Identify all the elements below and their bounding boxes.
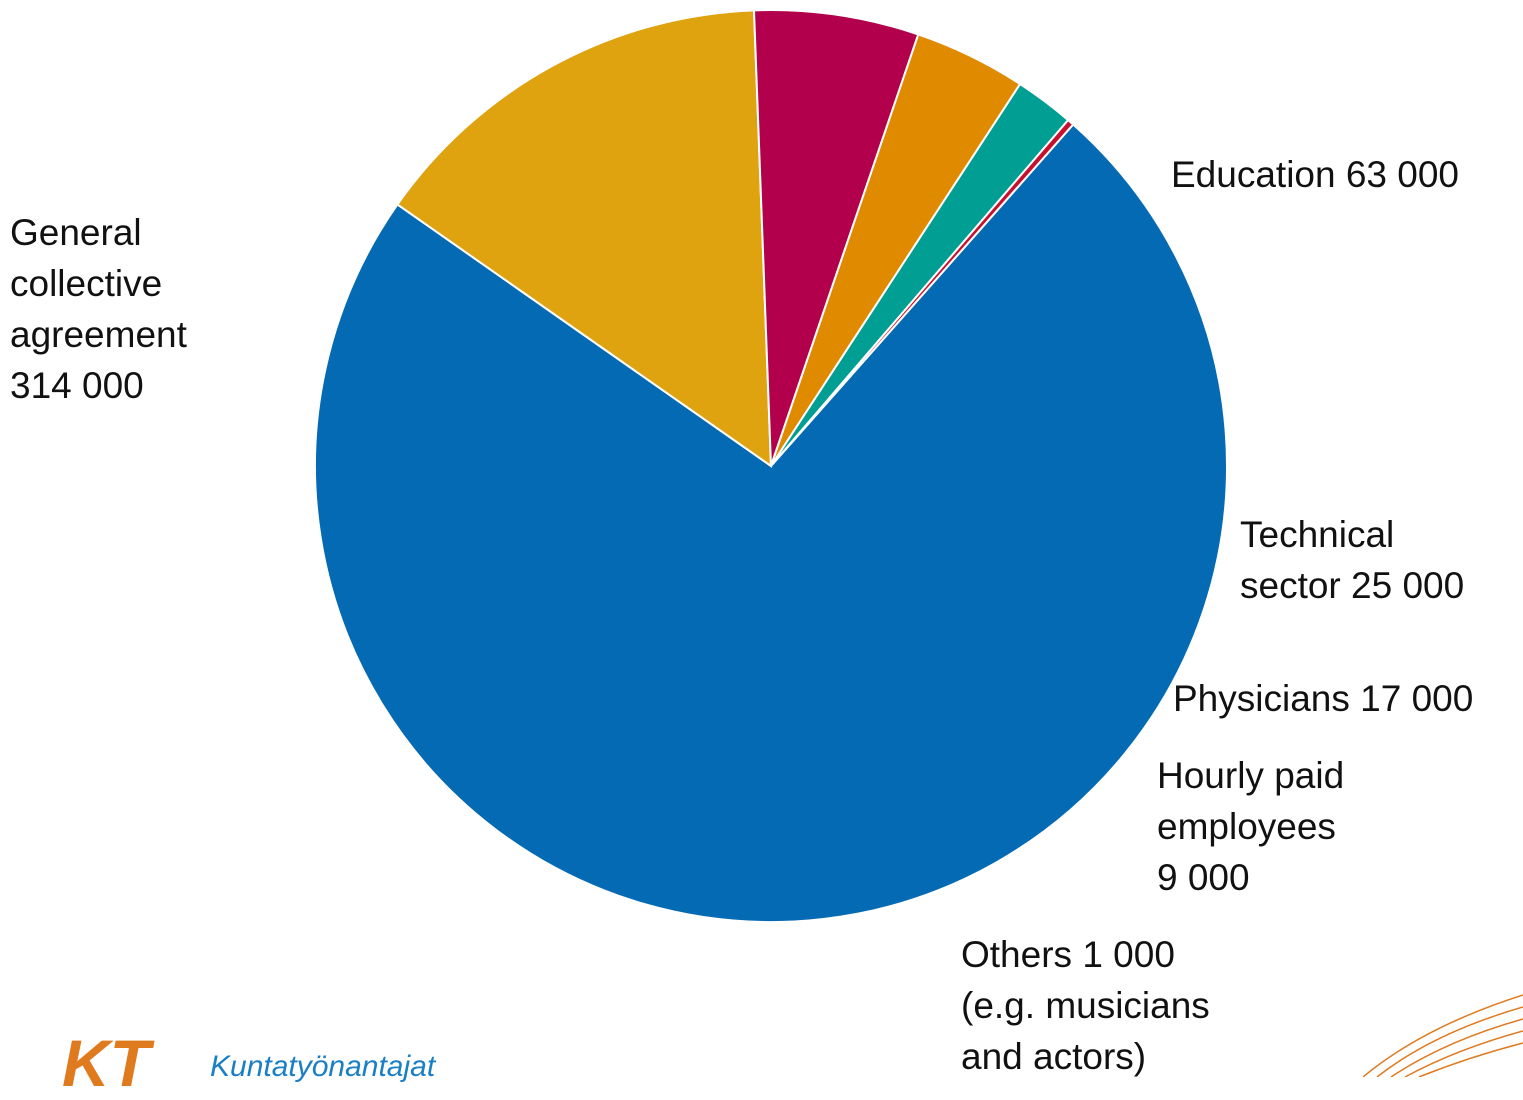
label-education: Education 63 000 (1171, 154, 1460, 195)
pie-chart (314, 9, 1228, 924)
label-technical-sector: Technical sector 25 000 (1240, 514, 1465, 606)
pie-slice-technical-sector (752, 9, 920, 467)
corner-swoosh-decoration (1363, 994, 1523, 1077)
label-general-collective-agreement: General collective agreement 314 000 (10, 212, 187, 406)
kt-logo: KT Kuntatyönantajat (62, 1030, 462, 1096)
label-others: Others 1 000 (e.g. musicians and actors) (961, 934, 1210, 1077)
label-physicians: Physicians 17 000 (1173, 678, 1474, 719)
label-hourly-paid-employees: Hourly paid employees 9 000 (1157, 755, 1345, 898)
pie-slice-others (770, 118, 1075, 467)
logo-mark: KT (62, 1026, 150, 1100)
pie-slice-education (396, 9, 773, 468)
logo-text: Kuntatyönantajat (210, 1050, 436, 1083)
pie-slice-general-collective-agreement (314, 123, 1228, 924)
